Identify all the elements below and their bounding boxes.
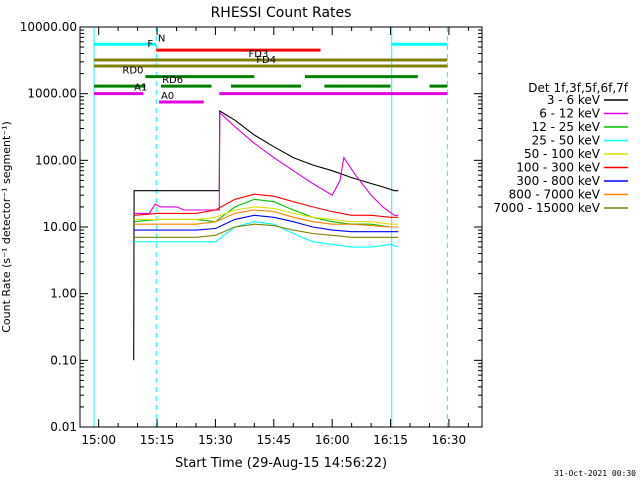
y-tick-label: 10000.00 xyxy=(20,20,77,34)
legend-label: 6 - 12 keV xyxy=(539,107,601,121)
legend-label: 300 - 800 keV xyxy=(516,174,600,188)
flag-label: A0 xyxy=(161,91,174,102)
x-axis-label: Start Time (29-Aug-15 14:56:22) xyxy=(175,456,387,471)
series-line xyxy=(133,110,399,361)
x-tick-label: 16:00 xyxy=(315,433,350,447)
legend-label: 100 - 300 keV xyxy=(516,161,600,175)
x-tick-label: 16:15 xyxy=(373,433,408,447)
series-line xyxy=(134,193,399,218)
flag-label: N xyxy=(158,33,165,44)
legend-title: Det 1f,3f,5f,6f,7f xyxy=(528,81,628,95)
y-tick-label: 0.01 xyxy=(50,420,77,434)
legend-label: 800 - 7000 keV xyxy=(509,188,601,202)
flag-label: FD4 xyxy=(256,55,276,66)
x-tick-label: 15:45 xyxy=(257,433,292,447)
chart-title: RHESSI Count Rates xyxy=(211,5,352,21)
series-line xyxy=(134,223,399,238)
flag-label: A1 xyxy=(134,83,147,94)
series-line xyxy=(134,206,399,225)
y-tick-label: 100.00 xyxy=(35,153,77,167)
legend-label: 12 - 25 keV xyxy=(532,120,601,134)
flag-label: FD3 xyxy=(249,49,269,60)
flag-label: RD6 xyxy=(162,75,183,86)
y-tick-label: 10.00 xyxy=(43,220,77,234)
flag-label: RD0 xyxy=(122,66,143,77)
x-tick-label: 15:00 xyxy=(81,433,116,447)
y-tick-label: 1.00 xyxy=(50,287,77,301)
y-tick-label: 0.10 xyxy=(50,353,77,367)
legend-label: 7000 - 15000 keV xyxy=(493,201,600,215)
legend-label: 50 - 100 keV xyxy=(524,147,601,161)
x-tick-label: 15:15 xyxy=(140,433,175,447)
legend-label: 3 - 6 keV xyxy=(547,93,601,107)
legend-label: 25 - 50 keV xyxy=(532,134,601,148)
series-line xyxy=(134,214,399,233)
series-line xyxy=(134,111,399,216)
timestamp: 31-Oct-2021 00:30 xyxy=(554,469,636,478)
y-tick-label: 1000.00 xyxy=(27,87,77,101)
series-line xyxy=(134,209,399,228)
y-axis-label: Count Rate (s⁻¹ detector⁻¹ segment⁻¹) xyxy=(0,121,13,333)
x-tick-label: 16:30 xyxy=(432,433,467,447)
axes: 0.01 0.10 1.00 10.00 100.00 1000.00 10000.00 15… xyxy=(20,20,482,447)
x-tick-label: 15:30 xyxy=(198,433,233,447)
flag-label: F xyxy=(147,39,153,50)
series-line xyxy=(134,221,399,248)
